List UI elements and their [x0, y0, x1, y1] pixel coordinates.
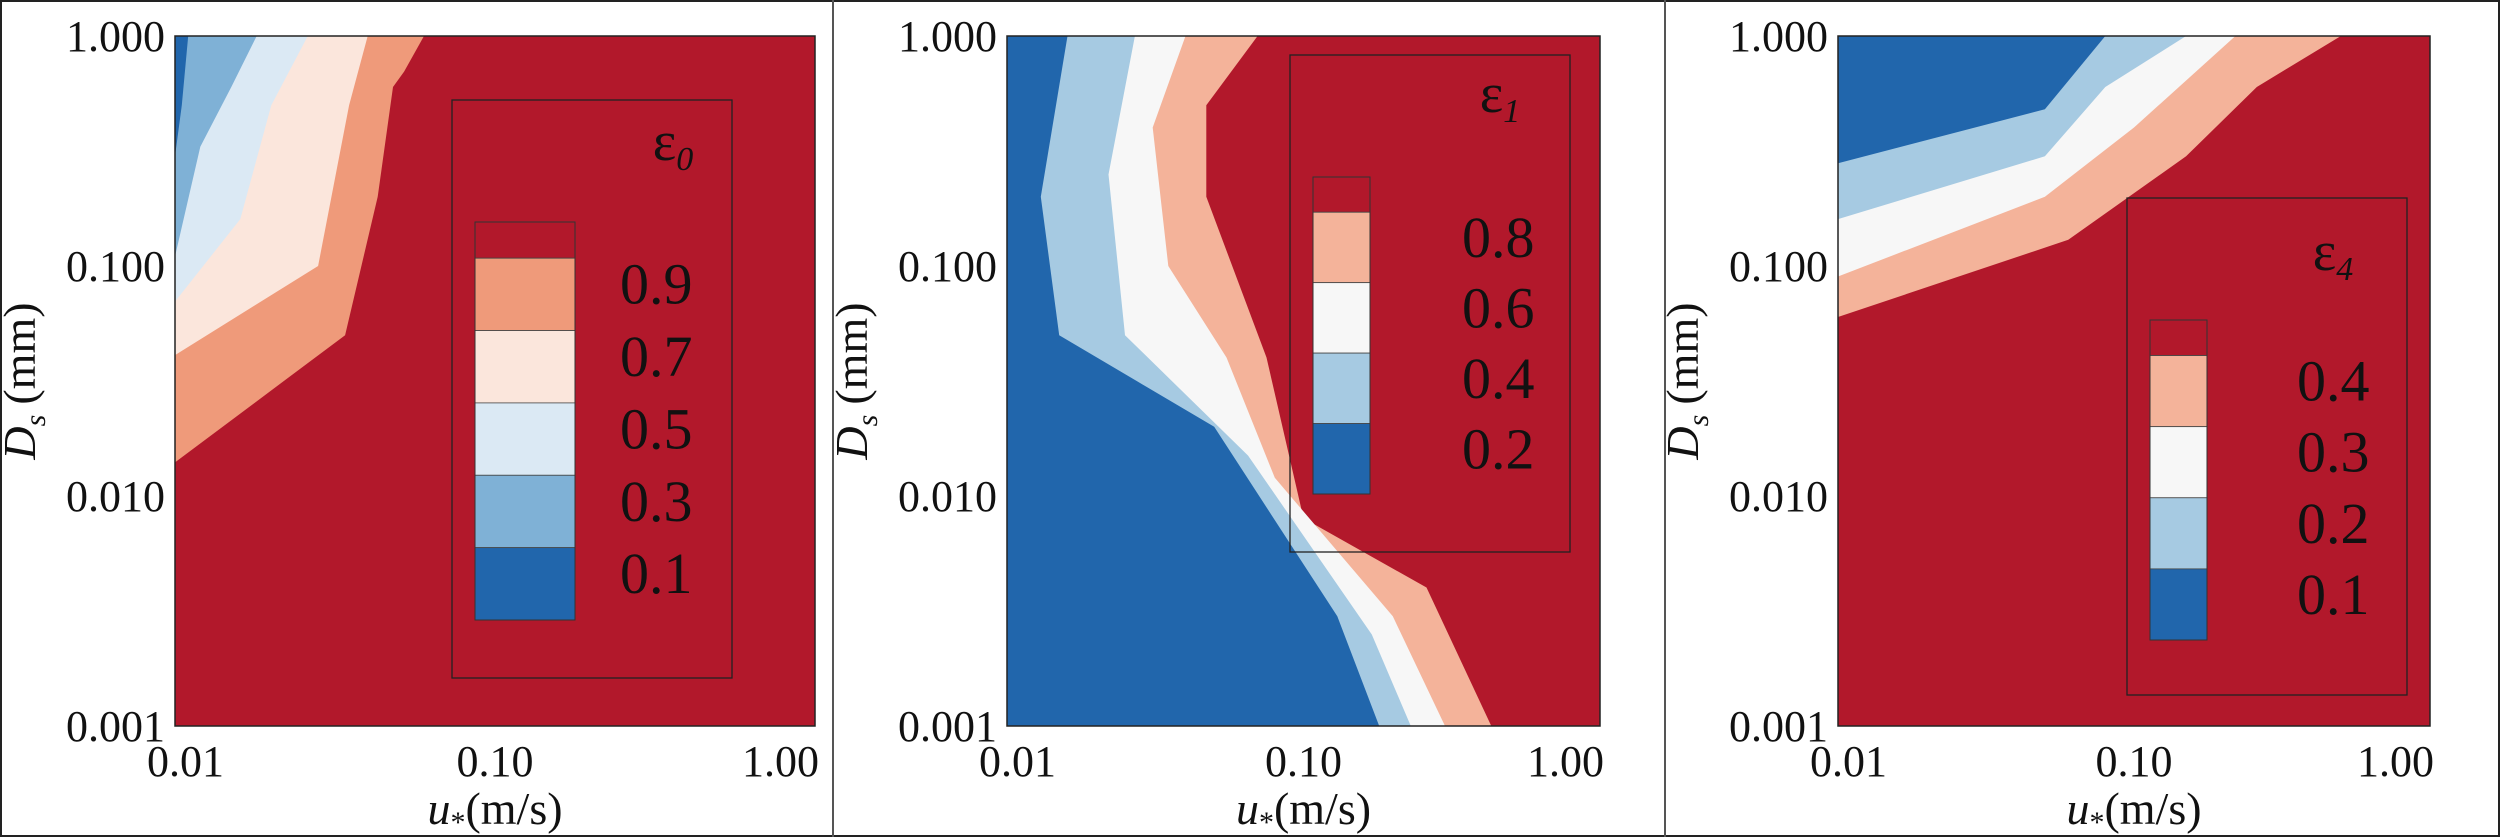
- legend-tick-label: 0.4: [1462, 346, 1535, 411]
- x-tick-label: 0.01: [1810, 737, 1887, 786]
- colorbar-legend: ε1 0.80.60.40.2: [1289, 54, 1571, 553]
- plot-frame: [1006, 35, 1601, 727]
- contour-band-3: [175, 36, 257, 257]
- legend-tick-label: 0.2: [2297, 491, 2370, 556]
- legend-swatch: [1312, 352, 1371, 424]
- colorbar-legend: ε0 0.9 0.7 0.5 0.3 0.1: [451, 99, 733, 679]
- legend-swatch: [1312, 176, 1371, 213]
- y-tick-label: 1.000: [1729, 12, 1828, 61]
- legend-tick-label: 0.9: [620, 252, 693, 317]
- colorbar-legend: ε4 0.40.30.20.1: [2126, 197, 2408, 696]
- legend-box: [451, 99, 733, 679]
- contour-band-4: [175, 36, 189, 157]
- y-tick-label: 0.010: [66, 472, 165, 521]
- x-tick-label: 1.00: [1527, 737, 1604, 786]
- contour-band-3: [1838, 36, 2106, 164]
- legend-swatch: [474, 330, 576, 404]
- legend-box: [2126, 197, 2408, 696]
- legend-tick-label: 0.6: [1462, 275, 1535, 340]
- y-tick-label: 1.000: [66, 12, 165, 61]
- legend-tick-label: 0.7: [620, 324, 693, 389]
- legend-swatch: [1312, 211, 1371, 284]
- y-tick-label: 0.100: [66, 242, 165, 291]
- x-tick-label: 0.01: [147, 737, 224, 786]
- legend-tick-label: 0.1: [620, 541, 693, 606]
- legend-tick-label: 0.8: [1462, 205, 1535, 270]
- x-tick-label: 0.10: [2096, 737, 2173, 786]
- y-tick-label: 0.010: [898, 472, 997, 521]
- legend-tick-label: 0.1: [2297, 562, 2370, 627]
- x-axis-label: u*(m/s): [427, 783, 562, 837]
- contour-band-3: [1007, 36, 1380, 726]
- x-tick-label: 0.10: [1265, 737, 1342, 786]
- legend-swatch: [474, 221, 576, 259]
- legend-tick-label: 0.2: [1462, 416, 1535, 481]
- legend-swatch: [474, 474, 576, 549]
- legend-title: ε0: [653, 111, 694, 178]
- legend-title: ε1: [1480, 63, 1521, 130]
- legend-tick-label: 0.5: [620, 396, 693, 461]
- y-tick-label: 0.100: [1729, 242, 1828, 291]
- plot-frame: [174, 35, 816, 727]
- legend-swatch: [474, 547, 576, 621]
- legend-tick-label: 0.3: [620, 469, 693, 534]
- y-axis-label: Ds(mm): [0, 302, 52, 460]
- legend-swatch: [474, 402, 576, 476]
- y-tick-label: 0.001: [898, 702, 997, 751]
- legend-tick-label: 0.3: [2297, 420, 2370, 485]
- x-tick-label: 1.00: [742, 737, 819, 786]
- chart-panel-c: 0.01 0.10 1.00 0.001 0.010 0.100 1.000 u*(m/s) D…: [1657, 12, 2434, 837]
- y-tick-label: 1.000: [898, 12, 997, 61]
- x-tick-label: 0.10: [457, 737, 534, 786]
- chart-panel-a: 0.01 0.10 1.00 0.001 0.010 0.100 1.000 u*(m/s) D…: [0, 12, 819, 837]
- x-tick-label: 1.00: [2357, 737, 2434, 786]
- y-tick-label: 0.010: [1729, 472, 1828, 521]
- legend-title: ε4: [2313, 221, 2354, 288]
- legend-swatch: [2149, 355, 2208, 428]
- legend-swatch: [2149, 426, 2208, 499]
- plot-frame: [1837, 35, 2431, 727]
- legend-swatch: [2149, 497, 2208, 570]
- x-axis-label: u*(m/s): [2066, 783, 2201, 837]
- y-axis-label: Ds(mm): [1657, 302, 1715, 460]
- legend-box: [1289, 54, 1571, 553]
- legend-swatch: [2149, 319, 2208, 356]
- x-tick-label: 0.01: [979, 737, 1056, 786]
- legend-swatch: [1312, 423, 1371, 495]
- y-tick-label: 0.100: [898, 242, 997, 291]
- y-tick-label: 0.001: [1729, 702, 1828, 751]
- y-tick-label: 0.001: [66, 702, 165, 751]
- y-axis-label: Ds(mm): [826, 302, 884, 460]
- legend-swatch: [2149, 568, 2208, 641]
- legend-swatch: [474, 257, 576, 331]
- x-axis-label: u*(m/s): [1236, 783, 1371, 837]
- legend-tick-label: 0.4: [2297, 349, 2370, 414]
- chart-panel-b: 0.01 0.10 1.00 0.001 0.010 0.100 1.000 u*(m/s) D…: [826, 12, 1604, 837]
- legend-swatch: [1312, 282, 1371, 354]
